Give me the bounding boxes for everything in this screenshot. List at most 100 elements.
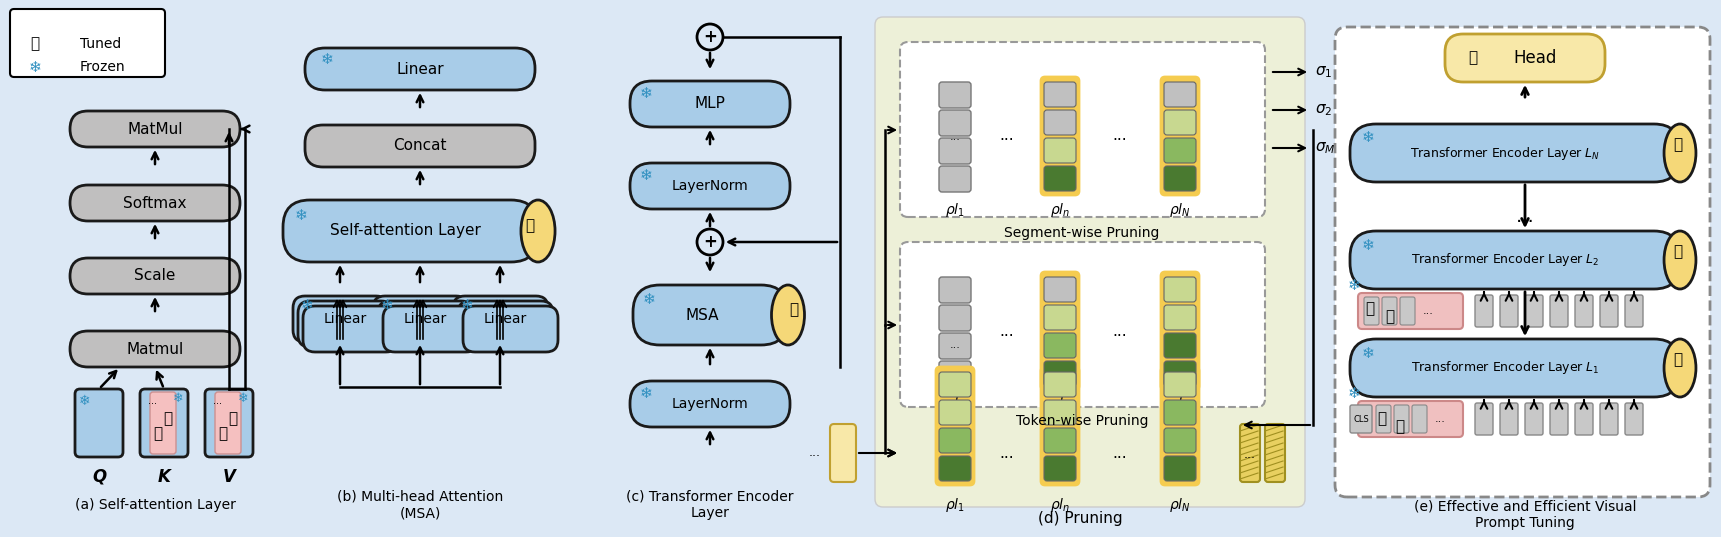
Text: ❄: ❄ — [1361, 345, 1375, 360]
FancyBboxPatch shape — [1349, 124, 1680, 182]
FancyBboxPatch shape — [1163, 166, 1196, 191]
FancyBboxPatch shape — [71, 111, 239, 147]
Text: ...: ... — [1113, 446, 1127, 461]
Text: ...: ... — [1000, 128, 1014, 143]
FancyBboxPatch shape — [71, 258, 239, 294]
Text: Linear: Linear — [324, 312, 367, 326]
Text: Frozen: Frozen — [79, 60, 126, 74]
Text: Concat: Concat — [394, 139, 447, 154]
Text: 🔥: 🔥 — [1396, 419, 1404, 434]
FancyBboxPatch shape — [303, 306, 398, 352]
FancyBboxPatch shape — [379, 301, 473, 347]
FancyBboxPatch shape — [1163, 361, 1196, 386]
Text: 🔥: 🔥 — [525, 219, 535, 234]
Text: 🔥: 🔥 — [229, 411, 237, 426]
Text: ❄: ❄ — [642, 292, 656, 307]
Text: Transformer Encoder Layer $L_2$: Transformer Encoder Layer $L_2$ — [1411, 251, 1599, 268]
Text: V: V — [222, 468, 236, 486]
FancyBboxPatch shape — [940, 82, 971, 108]
Text: $\rho l_N$: $\rho l_N$ — [1169, 395, 1191, 413]
Text: K: K — [158, 468, 170, 486]
FancyBboxPatch shape — [1525, 295, 1544, 327]
FancyBboxPatch shape — [940, 138, 971, 164]
Text: Scale: Scale — [134, 268, 176, 284]
FancyBboxPatch shape — [1162, 77, 1200, 195]
Text: ...: ... — [1000, 323, 1014, 338]
Text: ❄: ❄ — [320, 53, 334, 68]
Text: (b) Multi-head Attention
(MSA): (b) Multi-head Attention (MSA) — [337, 490, 503, 520]
Text: LayerNorm: LayerNorm — [671, 397, 749, 411]
Text: ❄: ❄ — [29, 60, 41, 75]
Text: ...: ... — [950, 132, 960, 142]
Text: Matmul: Matmul — [126, 342, 184, 357]
FancyBboxPatch shape — [1163, 277, 1196, 302]
Text: ❄: ❄ — [640, 386, 652, 401]
FancyBboxPatch shape — [1446, 34, 1606, 82]
FancyBboxPatch shape — [1041, 367, 1079, 485]
Text: Linear: Linear — [403, 312, 447, 326]
FancyBboxPatch shape — [1335, 27, 1711, 497]
Text: Token-wise Pruning: Token-wise Pruning — [1015, 414, 1148, 428]
Text: 🔥: 🔥 — [153, 426, 162, 441]
FancyBboxPatch shape — [458, 301, 552, 347]
Text: $\sigma_M$: $\sigma_M$ — [1315, 140, 1335, 156]
Text: ❄: ❄ — [172, 393, 182, 405]
Text: CLS: CLS — [1353, 415, 1368, 424]
FancyBboxPatch shape — [940, 372, 971, 397]
FancyBboxPatch shape — [940, 456, 971, 481]
Text: 🔥: 🔥 — [1673, 137, 1683, 153]
FancyBboxPatch shape — [630, 81, 790, 127]
FancyBboxPatch shape — [305, 125, 535, 167]
FancyBboxPatch shape — [1625, 295, 1644, 327]
Ellipse shape — [521, 200, 556, 262]
FancyBboxPatch shape — [940, 428, 971, 453]
FancyBboxPatch shape — [1163, 456, 1196, 481]
FancyBboxPatch shape — [1045, 428, 1076, 453]
Text: (a) Self-attention Layer: (a) Self-attention Layer — [74, 498, 236, 512]
FancyBboxPatch shape — [384, 306, 478, 352]
FancyBboxPatch shape — [1045, 333, 1076, 358]
Text: ...: ... — [1423, 306, 1434, 316]
FancyBboxPatch shape — [1377, 405, 1391, 433]
Text: $\rho l_1$: $\rho l_1$ — [945, 395, 965, 413]
FancyBboxPatch shape — [1501, 295, 1518, 327]
FancyBboxPatch shape — [1045, 400, 1076, 425]
Text: 🔥: 🔥 — [1468, 50, 1478, 66]
FancyBboxPatch shape — [940, 166, 971, 192]
Text: 🔥: 🔥 — [219, 426, 227, 441]
FancyBboxPatch shape — [282, 200, 539, 262]
Text: $\rho l_N$: $\rho l_N$ — [1169, 496, 1191, 514]
Text: Head: Head — [1513, 49, 1558, 67]
FancyBboxPatch shape — [1162, 272, 1200, 390]
FancyBboxPatch shape — [215, 392, 241, 454]
FancyBboxPatch shape — [1349, 231, 1680, 289]
FancyBboxPatch shape — [940, 333, 971, 359]
FancyBboxPatch shape — [940, 110, 971, 136]
Text: Linear: Linear — [484, 312, 527, 326]
Text: $\rho l_1$: $\rho l_1$ — [945, 201, 965, 219]
FancyBboxPatch shape — [940, 400, 971, 425]
Text: 🔥: 🔥 — [1385, 309, 1394, 324]
Text: ❄: ❄ — [1361, 130, 1375, 146]
FancyBboxPatch shape — [1349, 405, 1372, 433]
FancyBboxPatch shape — [1163, 333, 1196, 358]
Text: ❄: ❄ — [1361, 237, 1375, 252]
Text: ❄: ❄ — [640, 85, 652, 100]
FancyBboxPatch shape — [139, 389, 188, 457]
FancyBboxPatch shape — [1241, 424, 1260, 482]
FancyBboxPatch shape — [936, 367, 974, 485]
Ellipse shape — [1664, 231, 1695, 289]
Text: $\sigma_1$: $\sigma_1$ — [1315, 64, 1332, 80]
FancyBboxPatch shape — [1601, 403, 1618, 435]
FancyBboxPatch shape — [900, 242, 1265, 407]
Text: ...: ... — [809, 446, 821, 460]
Text: 🔥: 🔥 — [790, 302, 799, 317]
Text: ...: ... — [1435, 414, 1446, 424]
FancyBboxPatch shape — [76, 389, 122, 457]
FancyBboxPatch shape — [1163, 138, 1196, 163]
Text: ...: ... — [213, 396, 222, 406]
FancyBboxPatch shape — [1411, 405, 1427, 433]
FancyBboxPatch shape — [298, 301, 392, 347]
Text: ...: ... — [1113, 323, 1127, 338]
Text: ...: ... — [1516, 207, 1535, 227]
